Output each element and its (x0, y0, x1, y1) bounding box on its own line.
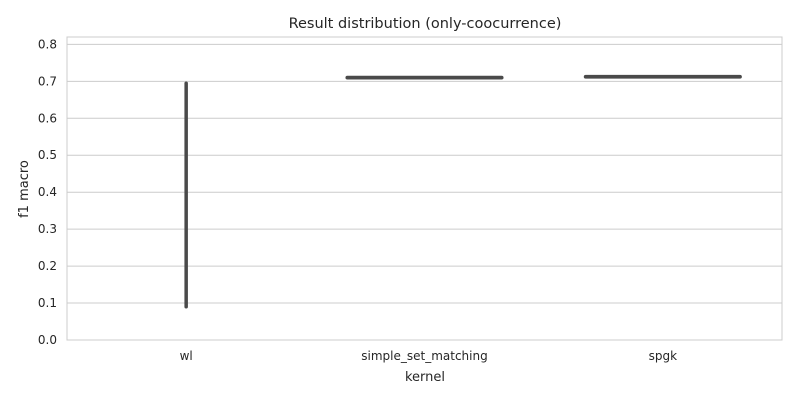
grid-lines (67, 43, 782, 341)
x-tick-label: spgk (649, 349, 677, 363)
plot-frame (66, 36, 783, 341)
violin-spgk (583, 74, 742, 79)
y-tick-label: 0.4 (38, 185, 57, 199)
violin-series (184, 74, 742, 309)
y-tick-labels: 0.0 0.1 0.2 0.3 0.4 0.5 0.6 0.7 0.8 (38, 37, 57, 347)
x-tick-label: simple_set_matching (361, 349, 487, 363)
y-tick-label: 0.3 (38, 222, 57, 236)
y-tick-label: 0.8 (38, 37, 57, 51)
y-tick-label: 0.7 (38, 74, 57, 88)
x-tick-labels: wl simple_set_matching spgk (180, 349, 678, 363)
x-axis-title: kernel (405, 370, 445, 385)
x-tick-label: wl (180, 349, 193, 363)
y-tick-label: 0.1 (38, 296, 57, 310)
y-tick-label: 0.6 (38, 111, 57, 125)
y-tick-label: 0.2 (38, 259, 57, 273)
y-tick-label: 0.5 (38, 148, 57, 162)
y-axis-title: f1 macro (17, 160, 32, 218)
chart-title: Result distribution (only-coocurrence) (289, 16, 562, 32)
violin-simple_set_matching (345, 75, 504, 80)
y-tick-label: 0.0 (38, 333, 57, 347)
